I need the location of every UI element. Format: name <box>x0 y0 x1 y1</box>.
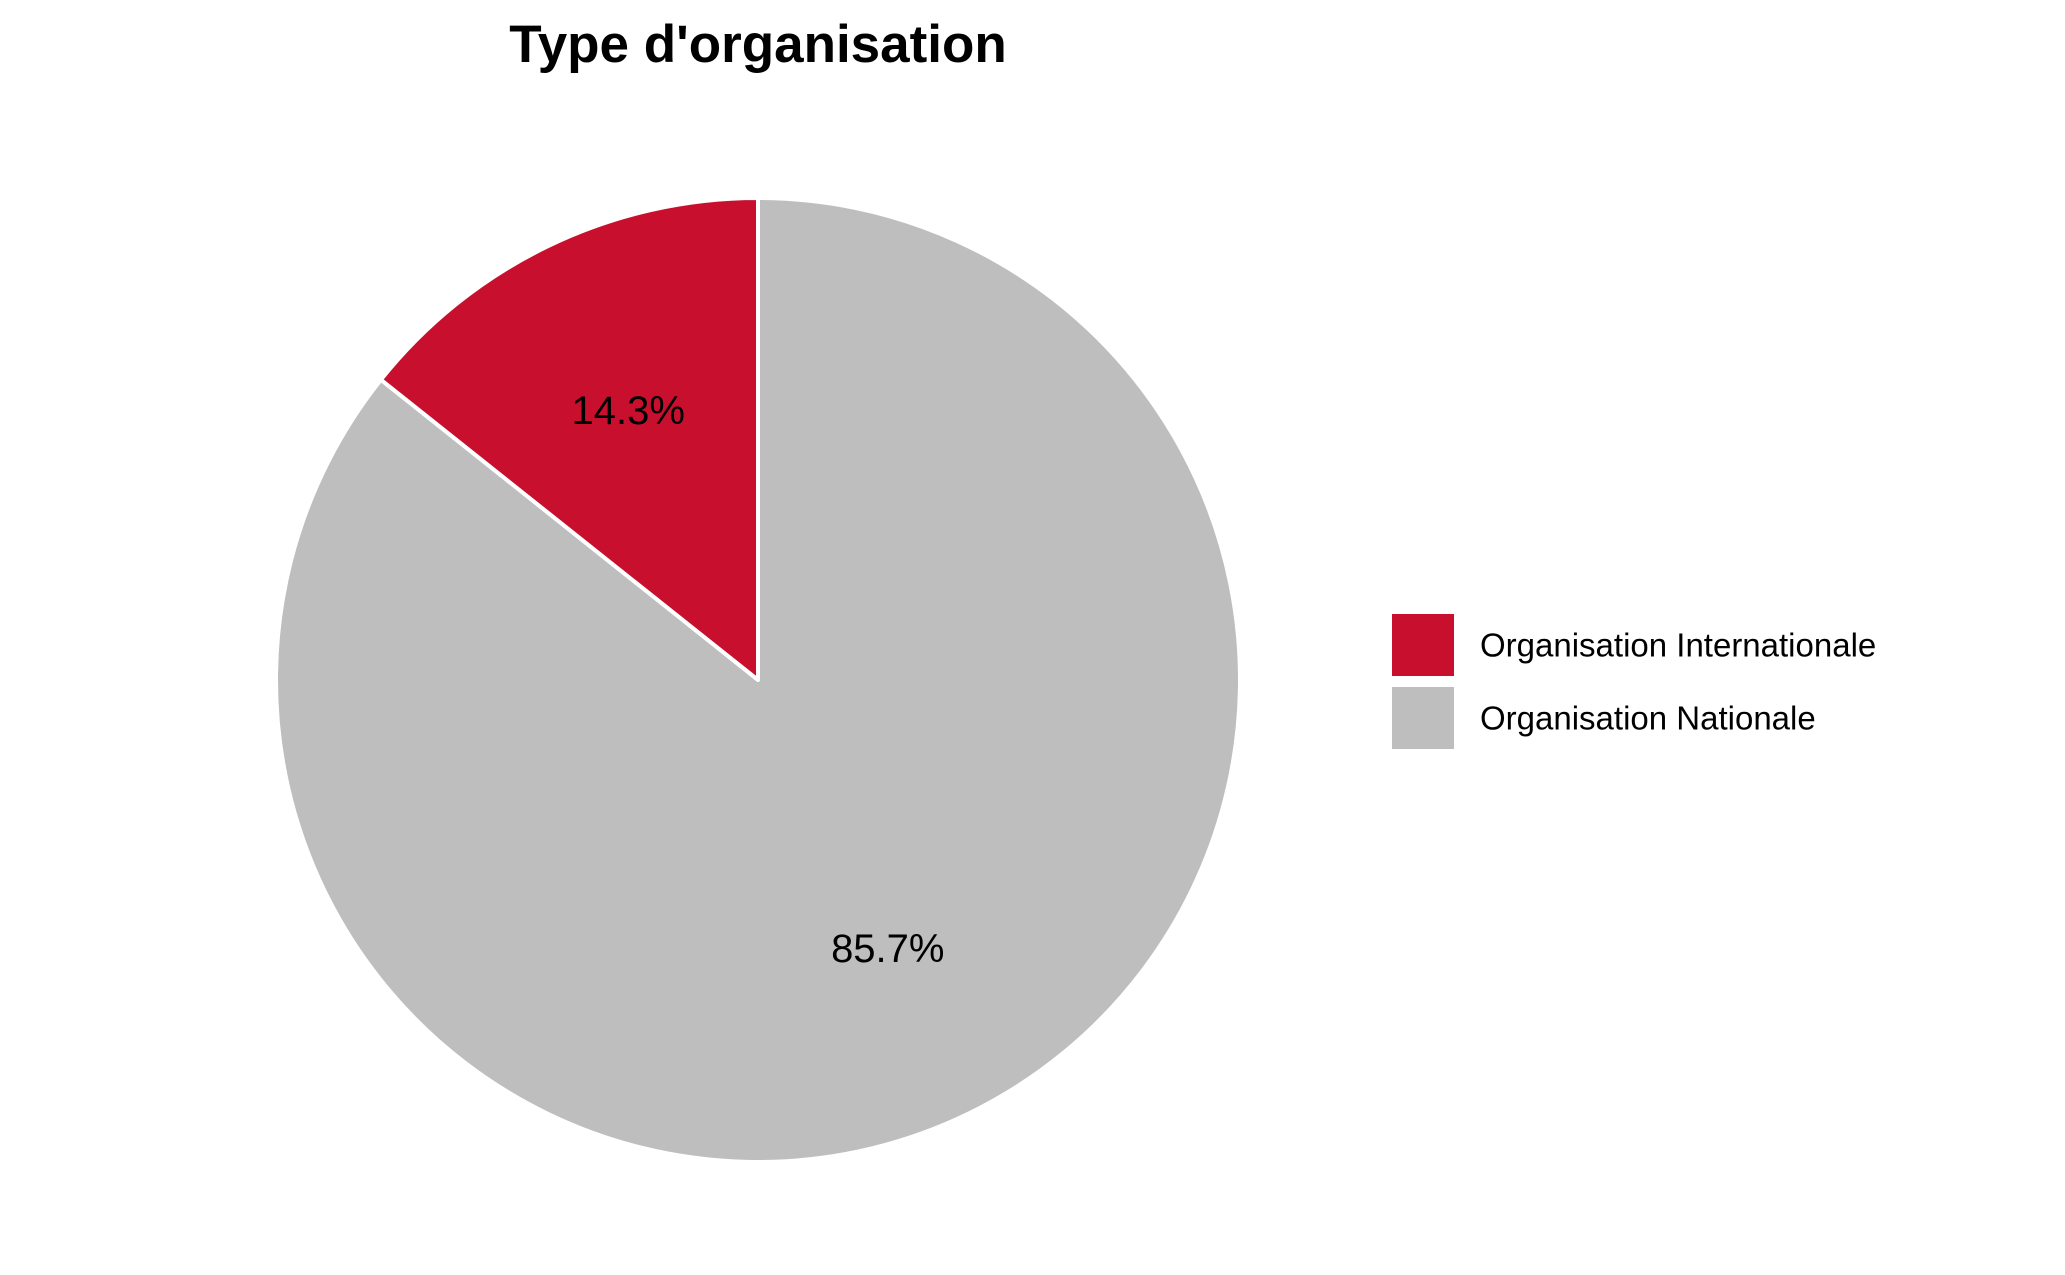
legend-label-1: Organisation Nationale <box>1480 700 1816 737</box>
slice-label-0: 14.3% <box>572 389 685 433</box>
pie-slices <box>274 196 1242 1164</box>
chart-title: Type d'organisation <box>509 15 1007 74</box>
slice-labels: 14.3% 85.7% <box>572 389 945 971</box>
legend-label-0: Organisation Internationale <box>1480 627 1876 664</box>
legend-swatch-0 <box>1392 614 1454 676</box>
legend: Organisation Internationale Organisation … <box>1392 614 1876 749</box>
slice-label-1: 85.7% <box>831 927 944 971</box>
pie-slice-1 <box>274 196 1242 1164</box>
legend-swatch-1 <box>1392 687 1454 749</box>
pie-slice-0 <box>378 196 760 682</box>
